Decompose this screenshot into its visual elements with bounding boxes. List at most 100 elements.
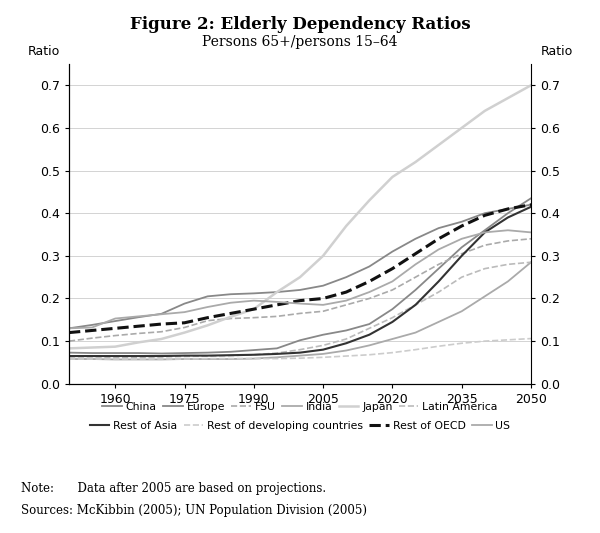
Japan bbox=[227, 313, 235, 320]
Japan bbox=[204, 322, 211, 328]
Japan bbox=[112, 343, 119, 350]
Rest of OECD bbox=[320, 295, 327, 302]
Rest of OECD bbox=[481, 212, 488, 219]
China bbox=[412, 287, 419, 293]
India bbox=[366, 342, 373, 349]
Latin America bbox=[181, 353, 188, 360]
Japan bbox=[435, 142, 442, 148]
Rest of developing countries bbox=[366, 352, 373, 358]
FSU bbox=[366, 295, 373, 302]
Rest of developing countries bbox=[320, 354, 327, 360]
Rest of developing countries bbox=[158, 356, 165, 362]
China bbox=[273, 345, 280, 352]
China bbox=[296, 337, 304, 343]
Rest of Asia bbox=[296, 350, 304, 356]
Rest of Asia bbox=[343, 340, 350, 346]
Rest of developing countries bbox=[343, 353, 350, 359]
India bbox=[481, 293, 488, 300]
Japan bbox=[296, 274, 304, 280]
Europe bbox=[227, 291, 235, 297]
FSU bbox=[250, 314, 257, 321]
China bbox=[250, 347, 257, 353]
China bbox=[89, 350, 96, 356]
Rest of OECD bbox=[527, 201, 535, 208]
Rest of OECD bbox=[458, 223, 466, 229]
US bbox=[343, 297, 350, 304]
China bbox=[320, 332, 327, 338]
FSU bbox=[227, 316, 235, 322]
Latin America bbox=[112, 354, 119, 361]
US bbox=[412, 261, 419, 268]
Rest of developing countries bbox=[227, 356, 235, 362]
Rest of Asia bbox=[273, 351, 280, 357]
Rest of developing countries bbox=[527, 335, 535, 342]
China bbox=[65, 350, 73, 356]
Rest of developing countries bbox=[65, 356, 73, 362]
Rest of Asia bbox=[204, 352, 211, 359]
FSU bbox=[204, 318, 211, 324]
Line: Europe: Europe bbox=[69, 205, 531, 328]
FSU bbox=[273, 313, 280, 320]
Latin America bbox=[227, 352, 235, 359]
FSU bbox=[527, 236, 535, 242]
Latin America bbox=[458, 274, 466, 280]
Line: Rest of developing countries: Rest of developing countries bbox=[69, 338, 531, 359]
Japan bbox=[250, 306, 257, 312]
China bbox=[112, 350, 119, 356]
Rest of Asia bbox=[320, 346, 327, 353]
Rest of OECD bbox=[112, 325, 119, 332]
FSU bbox=[458, 251, 466, 257]
Rest of developing countries bbox=[250, 356, 257, 362]
Rest of Asia bbox=[250, 352, 257, 358]
Text: Sources: McKibbin (2005); UN Population Division (2005): Sources: McKibbin (2005); UN Population … bbox=[21, 504, 367, 516]
Rest of Asia bbox=[158, 353, 165, 359]
Rest of Asia bbox=[458, 253, 466, 259]
Text: Ratio: Ratio bbox=[541, 45, 572, 58]
Rest of Asia bbox=[481, 229, 488, 236]
Rest of OECD bbox=[273, 302, 280, 308]
Rest of OECD bbox=[65, 329, 73, 336]
US bbox=[112, 316, 119, 322]
Rest of Asia bbox=[227, 352, 235, 358]
Rest of developing countries bbox=[273, 356, 280, 362]
Text: Persons 65+/persons 15–64: Persons 65+/persons 15–64 bbox=[202, 35, 398, 49]
Japan bbox=[343, 223, 350, 229]
Text: Ratio: Ratio bbox=[28, 45, 59, 58]
Japan bbox=[320, 253, 327, 259]
US bbox=[227, 300, 235, 306]
FSU bbox=[296, 310, 304, 317]
US bbox=[527, 229, 535, 236]
Latin America bbox=[481, 265, 488, 272]
India bbox=[227, 356, 235, 362]
Latin America bbox=[412, 302, 419, 308]
India bbox=[181, 356, 188, 362]
Latin America bbox=[366, 325, 373, 332]
India bbox=[389, 336, 396, 342]
Europe bbox=[389, 248, 396, 255]
Rest of Asia bbox=[112, 353, 119, 359]
Europe bbox=[204, 293, 211, 300]
Europe bbox=[296, 287, 304, 293]
Legend: Rest of Asia, Rest of developing countries, Rest of OECD, US: Rest of Asia, Rest of developing countri… bbox=[85, 417, 515, 435]
US bbox=[296, 301, 304, 307]
Japan bbox=[273, 289, 280, 295]
India bbox=[65, 356, 73, 362]
Latin America bbox=[250, 352, 257, 358]
Japan bbox=[412, 159, 419, 165]
Rest of developing countries bbox=[204, 356, 211, 362]
US bbox=[481, 229, 488, 236]
US bbox=[435, 246, 442, 253]
Rest of OECD bbox=[504, 206, 511, 212]
Latin America bbox=[204, 353, 211, 359]
Rest of Asia bbox=[412, 302, 419, 308]
China bbox=[343, 327, 350, 334]
Japan bbox=[89, 344, 96, 351]
US bbox=[250, 297, 257, 304]
Rest of developing countries bbox=[481, 338, 488, 344]
FSU bbox=[435, 261, 442, 268]
Latin America bbox=[135, 354, 142, 360]
Line: India: India bbox=[69, 262, 531, 359]
Rest of OECD bbox=[412, 251, 419, 257]
China bbox=[204, 350, 211, 356]
FSU bbox=[65, 338, 73, 344]
